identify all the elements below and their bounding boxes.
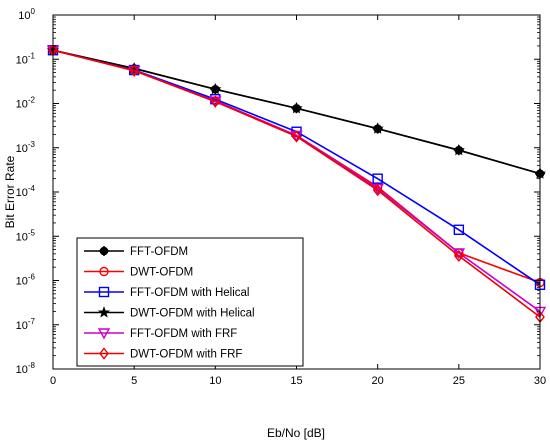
legend-label: FFT-OFDM	[130, 246, 188, 258]
x-axis: 0 5 10 15 20 25 30	[50, 15, 546, 387]
legend-label: DWT-OFDM with Helical	[130, 308, 255, 320]
data-point	[209, 82, 222, 95]
x-tick-label: 30	[534, 375, 546, 387]
y-tick-label: 10-5	[16, 228, 36, 243]
x-tick-label: 25	[453, 375, 465, 387]
y-tick-label: 10-7	[16, 317, 36, 332]
legend-label: DWT-OFDM with FRF	[130, 349, 242, 361]
data-point	[290, 101, 303, 114]
y-tick-label: 10-8	[16, 361, 36, 376]
data-point	[371, 122, 384, 134]
legend: FFT-OFDM DWT-OFDM FFT-OFDM with Helical DWT…	[76, 237, 304, 367]
data-point	[99, 347, 109, 360]
legend-entry: DWT-OFDM with FRF	[84, 347, 242, 361]
legend-entry: DWT-OFDM	[84, 267, 193, 279]
series-layer	[46, 43, 547, 324]
y-tick-label: 100	[18, 7, 35, 22]
legend-entry: FFT-OFDM with Helical	[84, 286, 249, 299]
y-tick-label: 10-3	[16, 140, 36, 155]
x-tick-label: 10	[209, 375, 221, 387]
data-point	[372, 184, 383, 197]
data-point	[210, 95, 221, 108]
data-point	[97, 328, 111, 340]
legend-entry: FFT-OFDM	[84, 246, 188, 258]
legend-label: FFT-OFDM with Helical	[130, 287, 249, 299]
y-tick-label: 10-6	[16, 273, 36, 288]
legend-label: FFT-OFDM with FRF	[130, 328, 237, 340]
data-point	[99, 266, 109, 277]
y-tick-label: 10-1	[16, 51, 36, 66]
y-tick-label: 10-4	[16, 184, 36, 199]
data-point	[129, 64, 140, 77]
legend-label: DWT-OFDM	[130, 267, 193, 279]
data-point	[453, 249, 464, 263]
data-point	[291, 130, 302, 143]
legend-entry: DWT-OFDM with Helical	[84, 306, 255, 320]
legend-box	[76, 237, 304, 367]
x-axis-label: Eb/No [dB]	[267, 426, 325, 440]
series-line	[52, 49, 541, 318]
y-tick-label: 10-2	[16, 96, 36, 111]
y-axis-label: Bit Error Rate	[3, 155, 17, 228]
data-point	[452, 143, 465, 156]
data-point	[372, 173, 383, 184]
y-axis: 10-8 10-7 10-6 10-5 10-4 10-3 10-2 10-1 100	[16, 7, 540, 376]
x-tick-label: 0	[50, 375, 56, 387]
x-tick-label: 20	[372, 375, 384, 387]
data-point	[97, 306, 111, 318]
data-point	[99, 246, 109, 256]
data-point	[98, 286, 110, 298]
legend-entry: FFT-OFDM with FRF	[84, 328, 237, 340]
data-point	[453, 224, 465, 235]
x-tick-label: 15	[290, 375, 302, 387]
series-6	[48, 44, 545, 324]
x-tick-label: 5	[131, 375, 137, 387]
